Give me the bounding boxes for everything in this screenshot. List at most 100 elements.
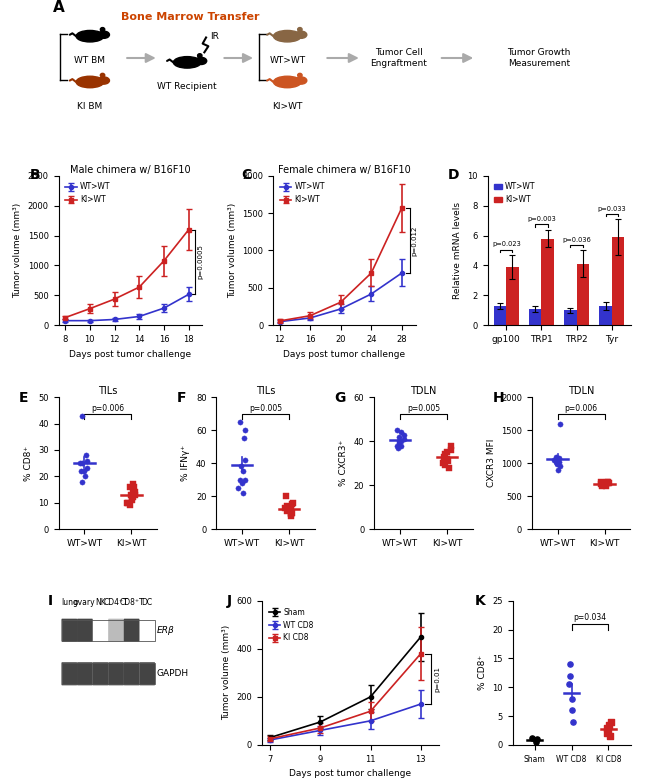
Point [128, 483, 138, 495]
Point [129, 481, 139, 493]
Text: G: G [335, 390, 346, 405]
Text: F: F [177, 390, 187, 405]
Point [602, 475, 612, 488]
Point [123, 496, 133, 509]
Point [399, 428, 410, 441]
Point [80, 470, 90, 483]
Text: Bone Marrow Transfer: Bone Marrow Transfer [121, 13, 259, 22]
Point [597, 479, 607, 492]
FancyBboxPatch shape [77, 662, 93, 685]
Point [396, 439, 406, 452]
Point [445, 439, 456, 452]
Point [532, 733, 543, 746]
Bar [62, 620, 155, 641]
Point [439, 450, 450, 463]
Text: WT BM: WT BM [75, 56, 105, 65]
Point [286, 503, 296, 516]
Legend: WT>WT, KI>WT: WT>WT, KI>WT [491, 180, 539, 207]
Title: TILs: TILs [256, 387, 276, 397]
Text: p=0.005: p=0.005 [407, 404, 440, 413]
Ellipse shape [296, 77, 307, 84]
Point [286, 508, 296, 521]
Text: p=0.006: p=0.006 [565, 404, 598, 413]
Point [233, 481, 243, 494]
Text: CD4⁺T: CD4⁺T [103, 597, 129, 607]
Text: ERβ: ERβ [156, 626, 174, 635]
Bar [541, 238, 554, 325]
Point [124, 499, 135, 512]
Point [530, 735, 541, 748]
Text: Tumor Growth
Measurement: Tumor Growth Measurement [507, 49, 571, 67]
Point [564, 678, 574, 691]
Point [603, 724, 613, 737]
Point [604, 718, 614, 731]
Y-axis label: % CD8⁺: % CD8⁺ [478, 655, 487, 691]
Title: TDLN: TDLN [410, 387, 437, 397]
Text: B: B [30, 168, 40, 182]
FancyBboxPatch shape [124, 662, 140, 685]
Point [75, 457, 86, 470]
Point [128, 478, 138, 491]
Text: KI>WT: KI>WT [272, 102, 302, 111]
Point [552, 458, 562, 470]
Point [599, 479, 610, 492]
Ellipse shape [98, 31, 109, 38]
Ellipse shape [76, 76, 104, 88]
Point [554, 452, 564, 464]
Legend: WT>WT, KI>WT: WT>WT, KI>WT [277, 180, 328, 207]
Point [551, 450, 561, 463]
Point [552, 457, 562, 470]
Point [568, 716, 578, 728]
Point [281, 505, 292, 517]
Point [567, 692, 577, 705]
Bar [564, 310, 577, 325]
Point [555, 417, 566, 430]
Text: WT>WT: WT>WT [269, 56, 305, 65]
Bar [599, 306, 612, 325]
Point [281, 490, 291, 503]
Point [235, 474, 246, 486]
FancyBboxPatch shape [108, 662, 124, 685]
Point [76, 409, 86, 422]
Text: lung: lung [61, 597, 78, 607]
Ellipse shape [174, 56, 201, 68]
Point [531, 734, 541, 746]
Point [129, 488, 140, 501]
Point [394, 430, 404, 443]
Point [398, 433, 409, 445]
Point [286, 506, 296, 519]
Point [122, 496, 133, 509]
Point [442, 452, 452, 465]
FancyBboxPatch shape [139, 662, 155, 685]
Text: J: J [226, 593, 231, 608]
Point [555, 460, 566, 473]
Point [393, 441, 403, 454]
Ellipse shape [76, 31, 104, 42]
Text: WT Recipient: WT Recipient [157, 82, 217, 91]
Point [392, 439, 402, 452]
Point [282, 499, 293, 512]
Y-axis label: Tumor volume (mm³): Tumor volume (mm³) [222, 625, 231, 720]
FancyBboxPatch shape [108, 619, 124, 642]
Text: H: H [493, 390, 504, 405]
Text: ovary: ovary [74, 597, 96, 607]
Point [393, 437, 404, 450]
Point [130, 486, 140, 499]
Text: p=0.036: p=0.036 [562, 237, 591, 243]
Point [605, 716, 616, 728]
Y-axis label: % IFNγ⁺: % IFNγ⁺ [181, 445, 190, 481]
Text: p=0.003: p=0.003 [527, 216, 556, 222]
Bar [577, 264, 589, 325]
Ellipse shape [196, 57, 207, 64]
FancyBboxPatch shape [92, 662, 109, 685]
Text: p=0.012: p=0.012 [412, 225, 418, 256]
Ellipse shape [100, 27, 105, 31]
Legend: Sham, WT CD8, KI CD8: Sham, WT CD8, KI CD8 [266, 604, 317, 645]
Ellipse shape [296, 31, 307, 38]
Text: DC: DC [142, 597, 153, 607]
Text: p=0.01: p=0.01 [435, 666, 441, 691]
Point [554, 456, 564, 468]
Point [287, 498, 297, 510]
Point [81, 449, 92, 462]
Text: C: C [242, 168, 252, 182]
